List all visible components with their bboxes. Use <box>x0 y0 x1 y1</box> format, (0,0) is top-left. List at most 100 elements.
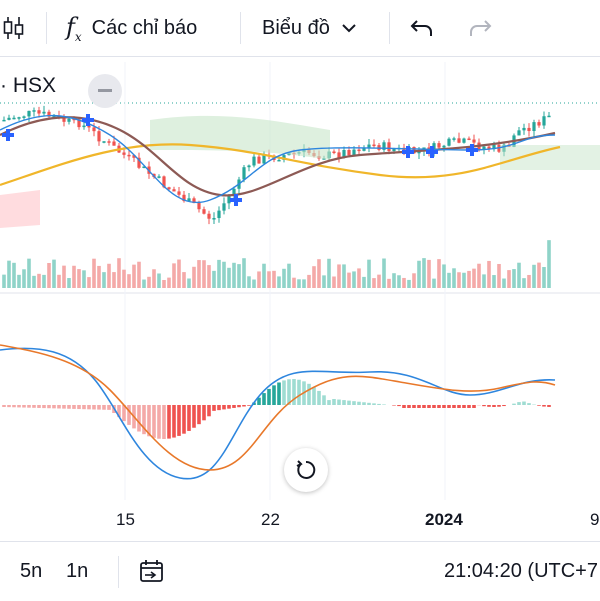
volume-bar <box>102 272 106 288</box>
volume-bar <box>7 261 11 288</box>
macd-histogram-bar <box>62 405 66 409</box>
macd-histogram-bar <box>217 405 221 410</box>
macd-histogram-bar <box>12 405 16 407</box>
volume-bar <box>232 263 236 288</box>
candle-body <box>332 152 335 154</box>
range-5n-button[interactable]: 5n <box>20 542 42 601</box>
macd-histogram-bar <box>237 405 241 407</box>
volume-bar <box>367 260 371 288</box>
macd-histogram-bar <box>482 405 486 406</box>
volume-bar <box>357 268 361 288</box>
macd-histogram-bar <box>432 405 436 408</box>
volume-bar <box>497 264 501 288</box>
candle-body <box>542 116 545 125</box>
clock-label[interactable]: 21:04:20 (UTC+7 <box>444 542 598 601</box>
reset-chart-button[interactable] <box>284 448 328 492</box>
volume-bar <box>532 265 536 288</box>
macd-histogram-bar <box>2 405 6 407</box>
macd-histogram-bar <box>282 380 286 405</box>
macd-histogram-bar <box>522 402 526 405</box>
volume-bar <box>162 280 166 288</box>
macd-histogram-bar <box>177 405 181 436</box>
macd-histogram-bar <box>547 405 551 407</box>
candle-body <box>37 110 40 113</box>
candle-body <box>207 214 210 219</box>
volume-bar <box>237 264 241 288</box>
candle-body <box>82 126 85 128</box>
candle-body <box>277 160 280 162</box>
volume-bar <box>372 278 376 288</box>
macd-histogram-bar <box>262 393 266 405</box>
macd-histogram-bar <box>457 405 461 408</box>
volume-bar <box>297 279 301 288</box>
goto-date-button[interactable] <box>138 542 166 601</box>
macd-histogram-bar <box>412 405 416 408</box>
macd-histogram-bar <box>337 400 341 405</box>
volume-bar <box>527 275 531 288</box>
volume-bar <box>167 278 171 288</box>
macd-histogram-bar <box>242 405 246 406</box>
macd-histogram-bar <box>7 405 11 407</box>
volume-bar <box>472 269 476 288</box>
volume-bar <box>67 278 71 288</box>
volume-bar <box>547 240 551 288</box>
range-1n-button[interactable]: 1n <box>66 542 88 601</box>
volume-bar <box>202 260 206 288</box>
candle-body <box>22 116 25 118</box>
candle-body <box>102 141 105 143</box>
macd-histogram-bar <box>267 389 271 405</box>
volume-bar <box>377 275 381 288</box>
indicators-button[interactable]: fx Các chỉ báo <box>66 0 197 56</box>
candle-body <box>2 120 5 122</box>
volume-bar <box>82 270 86 288</box>
candle-body <box>172 189 175 191</box>
macd-histogram-bar <box>182 405 186 434</box>
range-5n-label: 5n <box>20 560 42 583</box>
candle-body <box>532 122 535 131</box>
volume-bar <box>22 269 26 288</box>
volume-bar <box>492 275 496 288</box>
volume-bar <box>32 276 36 288</box>
macd-histogram-bar <box>417 405 421 408</box>
volume-bar <box>252 280 256 288</box>
volume-bar <box>152 269 156 288</box>
volume-bar <box>242 258 246 288</box>
candle-body <box>67 119 70 122</box>
candle-body <box>257 157 260 164</box>
candle-body <box>252 157 255 166</box>
candle-body <box>17 117 20 119</box>
volume-bar <box>77 269 81 288</box>
candle-style-icon[interactable] <box>2 0 26 56</box>
redo-button[interactable] <box>466 0 494 56</box>
macd-histogram-bar <box>382 404 386 405</box>
refresh-icon <box>294 458 318 482</box>
volume-bar <box>282 269 286 288</box>
ichimoku-cloud <box>150 116 330 160</box>
volume-bar <box>362 277 366 288</box>
volume-bar <box>172 263 176 288</box>
ichimoku-cloud <box>0 190 40 228</box>
symbol-label: · HSX <box>0 74 56 98</box>
macd-histogram-bar <box>377 404 381 405</box>
chart-type-button[interactable]: Biểu đồ <box>262 0 360 56</box>
volume-bar <box>222 262 226 288</box>
candle-body <box>27 111 30 117</box>
volume-bar <box>62 266 66 288</box>
collapse-legend-button[interactable] <box>88 74 122 108</box>
candle-body <box>262 155 265 163</box>
volume-bar <box>337 264 341 288</box>
volume-bar <box>412 273 416 288</box>
macd-histogram-bar <box>437 405 441 408</box>
volume-bar <box>387 279 391 288</box>
macd-histogram-bar <box>372 403 376 405</box>
volume-bar <box>317 259 321 288</box>
volume-bar <box>42 275 46 288</box>
macd-histogram-bar <box>312 387 316 405</box>
volume-bar <box>52 260 56 288</box>
volume-bar <box>502 279 506 288</box>
undo-button[interactable] <box>408 0 436 56</box>
volume-bar <box>427 260 431 288</box>
macd-histogram-bar <box>42 405 46 408</box>
candle-body <box>442 146 445 148</box>
volume-bar <box>132 265 136 288</box>
